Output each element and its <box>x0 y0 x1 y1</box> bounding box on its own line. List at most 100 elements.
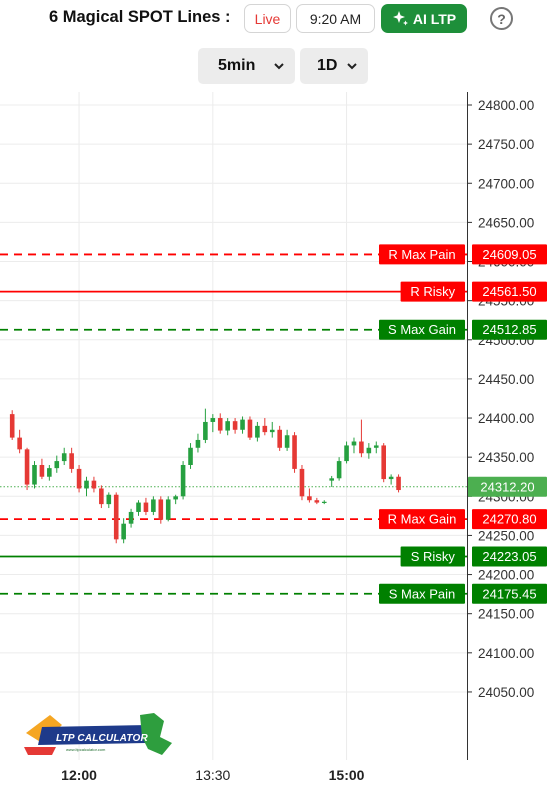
y-tick-label: 24050.00 <box>478 685 534 700</box>
candle-body <box>17 437 22 450</box>
candle-body <box>128 511 134 524</box>
candle <box>136 500 141 516</box>
candle-body <box>366 447 372 454</box>
logo-mark <box>24 713 172 755</box>
range-select[interactable]: 1D <box>300 48 368 84</box>
level-value-label: 24609.05 <box>482 247 536 262</box>
candle-body <box>106 494 112 505</box>
level-value-tag <box>472 281 547 302</box>
page-title: 6 Magical SPOT Lines : <box>49 8 231 26</box>
level-name-label: R Max Pain <box>388 247 455 262</box>
candle-body <box>165 499 171 520</box>
interval-value: 5min <box>218 57 256 74</box>
level-value-tag <box>472 509 547 530</box>
candle <box>106 492 112 509</box>
candle <box>143 497 149 516</box>
candle-body <box>32 464 37 485</box>
candle-body <box>336 461 342 479</box>
level-value-label: 24561.50 <box>482 284 536 299</box>
candle <box>217 413 223 434</box>
candle-body <box>262 425 268 433</box>
help-icon[interactable]: ? <box>490 7 513 30</box>
candle-body <box>314 500 320 503</box>
chevron-down-icon <box>347 63 357 70</box>
candle <box>277 425 282 451</box>
level-name-label: S Max Gain <box>388 322 456 337</box>
candle-body <box>351 441 357 446</box>
candle-body <box>232 421 238 430</box>
level-name-label: S Max Pain <box>389 586 455 601</box>
candle <box>269 421 275 438</box>
candle <box>255 421 260 442</box>
candle-body <box>388 476 394 480</box>
candle <box>232 418 238 434</box>
x-tick-label: 15:00 <box>329 767 365 783</box>
candle-body <box>277 429 282 448</box>
candle-body <box>9 414 15 438</box>
level-value-label: 24270.80 <box>482 512 536 527</box>
live-button[interactable]: Live <box>244 4 291 33</box>
candle-body <box>255 425 260 438</box>
candle-body <box>225 421 230 431</box>
candle <box>210 414 216 433</box>
candle <box>203 408 208 444</box>
candle-body <box>24 449 30 485</box>
candle <box>284 429 290 451</box>
logo-text: LTP CALCULATOR <box>56 733 148 744</box>
level-name-label: R Max Gain <box>388 512 457 527</box>
interval-select[interactable]: 5min <box>198 48 295 84</box>
candle <box>381 443 386 483</box>
y-tick-label: 24450.00 <box>478 372 534 387</box>
candle <box>47 464 52 481</box>
candle-body <box>91 480 97 489</box>
level-value-tag <box>472 583 547 604</box>
candle <box>314 497 320 505</box>
level-value-tag <box>472 319 547 340</box>
level-tags: R Max Pain 24609.05 R Risky 24561.50 S Max G… <box>379 244 547 604</box>
candle-body <box>321 501 327 503</box>
candle <box>99 485 104 509</box>
candle <box>165 496 171 522</box>
candle-body <box>173 496 178 500</box>
x-tick-label: 13:30 <box>195 767 230 783</box>
level-value-tag <box>472 546 547 567</box>
candle-body <box>76 468 82 489</box>
candle <box>188 443 193 469</box>
candle-body <box>240 419 245 430</box>
candle <box>247 416 253 440</box>
y-tick-label: 24200.00 <box>478 568 534 583</box>
spot-level-lines <box>0 253 467 595</box>
candle <box>373 441 379 454</box>
candle-body <box>396 476 401 491</box>
candle <box>336 457 342 481</box>
candle <box>32 461 37 489</box>
y-tick-label: 24250.00 <box>478 528 534 543</box>
level-name-tag <box>379 244 465 265</box>
candle-body <box>136 502 141 512</box>
ai-ltp-button[interactable]: AI LTP <box>381 4 467 33</box>
candle <box>307 488 312 503</box>
candle-body <box>121 523 126 540</box>
level-value-label: 24512.85 <box>482 322 536 337</box>
candle <box>359 419 364 458</box>
y-tick-label: 24800.00 <box>478 98 534 113</box>
candle-body <box>180 464 186 497</box>
candle-body <box>269 429 275 433</box>
candle <box>158 496 164 524</box>
candle <box>54 455 60 473</box>
time-axis: 12:00 13:30 15:00 <box>61 767 365 783</box>
candle-body <box>210 418 216 422</box>
candle-body <box>203 421 208 440</box>
price-axis: 24800.0024750.0024700.0024650.0024600.00… <box>467 98 534 700</box>
candle-body <box>99 488 104 505</box>
candle-body <box>299 468 305 497</box>
candle <box>195 433 201 453</box>
candle-body <box>188 447 193 465</box>
candle-body <box>307 496 312 501</box>
time-button[interactable]: 9:20 AM <box>296 4 375 33</box>
candle <box>366 443 372 459</box>
level-value-label: 24175.45 <box>482 586 536 601</box>
y-tick-label: 24350.00 <box>478 450 534 465</box>
candle-body <box>151 499 156 512</box>
